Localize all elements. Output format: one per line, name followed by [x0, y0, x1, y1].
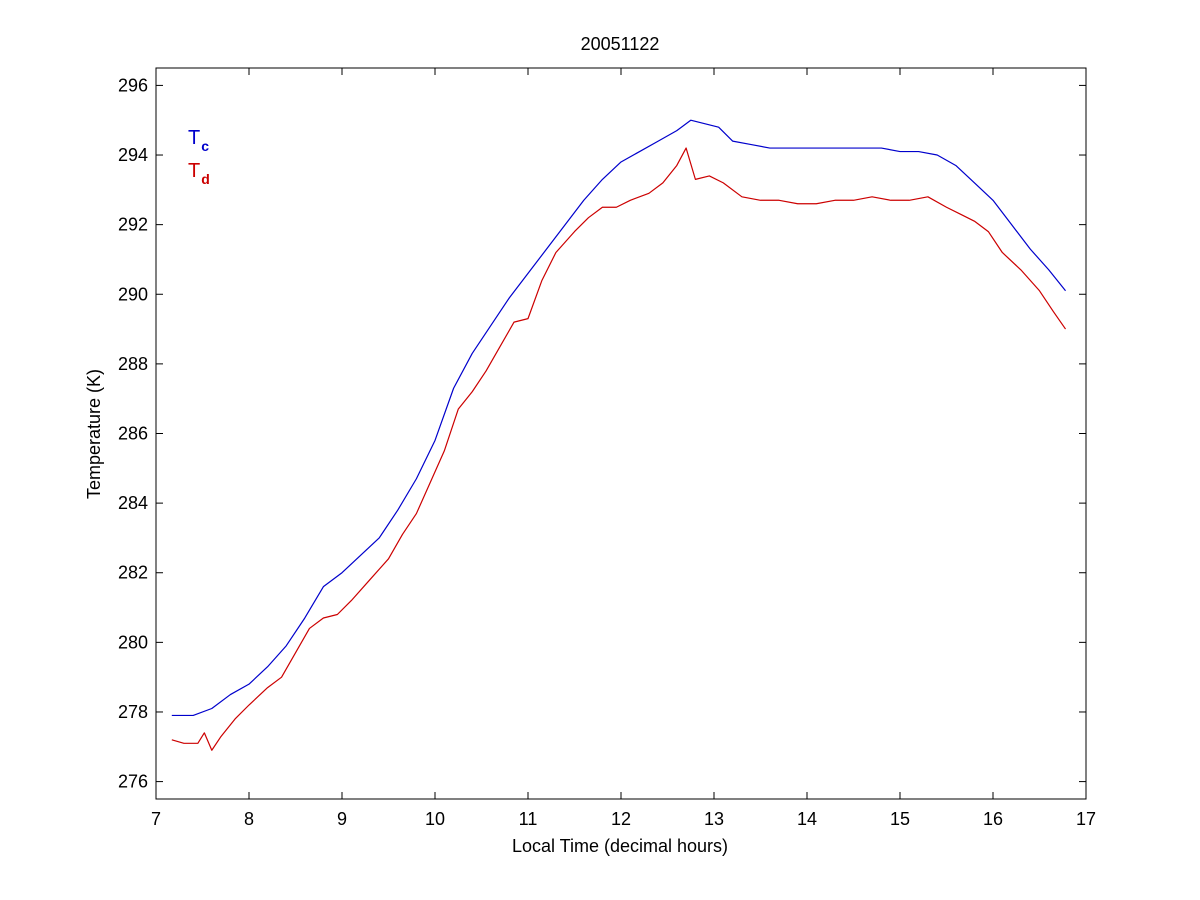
y-tick-label: 278 [118, 702, 148, 722]
chart-title: 20051122 [581, 34, 660, 54]
legend-entry-subscript: c [201, 138, 209, 154]
x-tick-label: 7 [151, 809, 161, 829]
x-tick-label: 15 [890, 809, 910, 829]
y-tick-label: 292 [118, 215, 148, 235]
y-tick-label: 276 [118, 772, 148, 792]
x-tick-label: 12 [611, 809, 631, 829]
y-tick-label: 286 [118, 424, 148, 444]
y-axis-label: Temperature (K) [84, 369, 104, 499]
x-tick-label: 11 [519, 809, 538, 829]
x-axis: 7 8 9 10 11 12 13 14 15 16 17 [151, 68, 1096, 829]
series-line-t-d [171, 147, 1067, 751]
x-axis-label: Local Time (decimal hours) [512, 836, 728, 856]
y-tick-label: 296 [118, 75, 148, 95]
legend-entry-subscript: d [201, 171, 210, 187]
x-tick-label: 16 [983, 809, 1003, 829]
series-layer [171, 119, 1067, 751]
y-axis: 276 278 280 282 284 286 288 290 292 294 296 [118, 75, 1086, 792]
y-tick-label: 280 [118, 632, 148, 652]
x-tick-label: 8 [244, 809, 254, 829]
x-tick-label: 10 [425, 809, 445, 829]
legend-entry-name: T [188, 127, 200, 149]
y-tick-label: 284 [118, 493, 148, 513]
x-tick-label: 13 [704, 809, 724, 829]
legend-entry-t-d: Td [188, 160, 210, 187]
y-tick-label: 282 [118, 563, 148, 583]
legend-entry-t-c: Tc [188, 127, 209, 154]
legend-entry-name: T [188, 160, 200, 182]
series-line-t-c [171, 119, 1067, 717]
y-tick-label: 294 [118, 145, 148, 165]
x-tick-label: 14 [797, 809, 817, 829]
x-tick-label: 9 [337, 809, 347, 829]
y-tick-label: 290 [118, 284, 148, 304]
x-tick-label: 17 [1076, 809, 1096, 829]
y-tick-label: 288 [118, 354, 148, 374]
